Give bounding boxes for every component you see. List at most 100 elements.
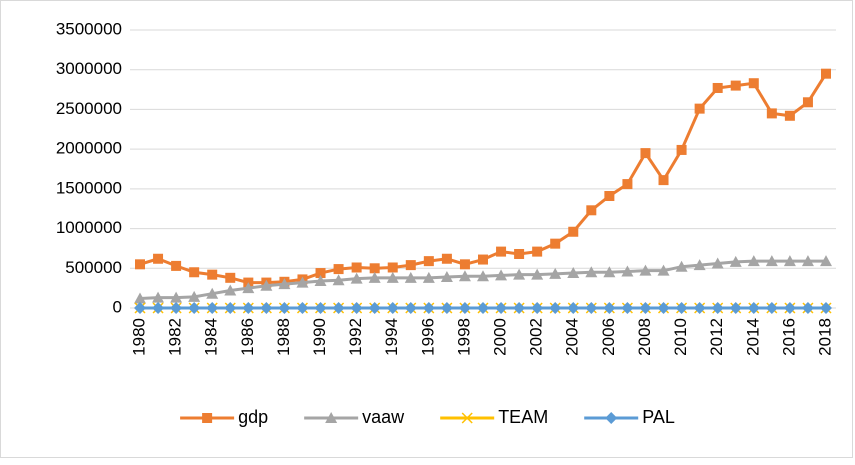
y-tick-label: 3500000 (56, 19, 122, 38)
marker (478, 254, 488, 265)
legend-label: vaaw (362, 407, 405, 427)
y-tick-label: 3000000 (56, 59, 122, 78)
marker (604, 191, 615, 202)
x-tick-label: 1986 (238, 318, 257, 356)
x-tick-label: 2014 (743, 318, 762, 356)
marker (640, 148, 651, 159)
marker (729, 302, 742, 314)
marker (206, 302, 219, 314)
marker (332, 274, 345, 286)
y-tick-label: 0 (113, 297, 122, 316)
legend: gdp vaaw TEAM PAL (180, 407, 675, 427)
marker (621, 302, 634, 314)
marker (657, 302, 670, 314)
series (134, 302, 832, 314)
marker (639, 302, 652, 314)
marker (639, 264, 652, 276)
marker (567, 267, 580, 279)
marker (783, 302, 796, 314)
marker (242, 302, 255, 314)
marker (820, 302, 832, 314)
marker (783, 255, 796, 267)
marker (747, 255, 760, 267)
marker (189, 267, 200, 278)
marker (821, 68, 831, 79)
marker (278, 278, 291, 290)
marker (440, 271, 453, 283)
marker (134, 292, 146, 304)
marker (441, 253, 452, 264)
marker (224, 302, 237, 314)
marker (207, 269, 218, 280)
marker (202, 413, 213, 423)
marker (422, 271, 435, 283)
marker (495, 269, 508, 281)
marker (513, 268, 526, 280)
y-tick-label: 2000000 (56, 139, 122, 158)
marker (386, 302, 399, 314)
marker (134, 302, 146, 314)
marker (676, 144, 687, 155)
marker (153, 253, 164, 264)
marker (747, 302, 760, 314)
x-tick-label: 2018 (815, 318, 834, 356)
marker (152, 291, 165, 303)
marker (622, 179, 633, 190)
marker (458, 270, 471, 282)
marker (278, 302, 291, 314)
marker (477, 302, 489, 314)
marker (603, 302, 616, 314)
marker (621, 265, 634, 277)
marker (296, 276, 309, 288)
marker (404, 271, 417, 283)
x-tick-label: 1984 (202, 318, 221, 356)
marker (350, 272, 363, 284)
marker (729, 255, 742, 267)
legend-label: gdp (238, 407, 268, 427)
marker (296, 302, 309, 314)
marker (765, 255, 778, 267)
marker (513, 302, 526, 314)
x-tick-label: 1998 (454, 318, 473, 356)
marker (422, 302, 435, 314)
marker (585, 266, 598, 278)
y-tick-label: 2500000 (56, 99, 122, 118)
x-tick-label: 1994 (382, 318, 401, 356)
marker (423, 256, 434, 267)
marker (567, 302, 580, 314)
y-tick-label: 1500000 (56, 178, 122, 197)
x-tick-label: 2004 (563, 318, 582, 356)
marker (171, 260, 182, 271)
marker (459, 259, 470, 270)
marker (532, 246, 543, 257)
x-tick-label: 1982 (166, 318, 185, 356)
marker (711, 302, 724, 314)
x-tick-label: 2000 (491, 318, 510, 356)
marker (225, 272, 236, 283)
marker (351, 262, 362, 273)
marker (314, 302, 327, 314)
marker (748, 78, 759, 89)
marker (404, 302, 417, 314)
marker (405, 260, 416, 271)
marker (657, 264, 670, 276)
marker (605, 412, 618, 424)
marker (461, 412, 473, 424)
marker (675, 260, 688, 272)
marker (694, 103, 705, 114)
marker (386, 271, 399, 283)
marker (801, 255, 814, 267)
x-tick-label: 1990 (310, 318, 329, 356)
marker (135, 259, 145, 270)
x-tick-label: 2012 (707, 318, 726, 356)
x-tick-label: 2008 (635, 318, 654, 356)
x-tick-label: 1996 (418, 318, 437, 356)
marker (784, 110, 795, 121)
marker (550, 238, 561, 249)
marker (477, 270, 489, 282)
marker (693, 302, 706, 314)
x-tick-label: 1980 (129, 318, 148, 356)
x-tick-label: 2002 (527, 318, 546, 356)
